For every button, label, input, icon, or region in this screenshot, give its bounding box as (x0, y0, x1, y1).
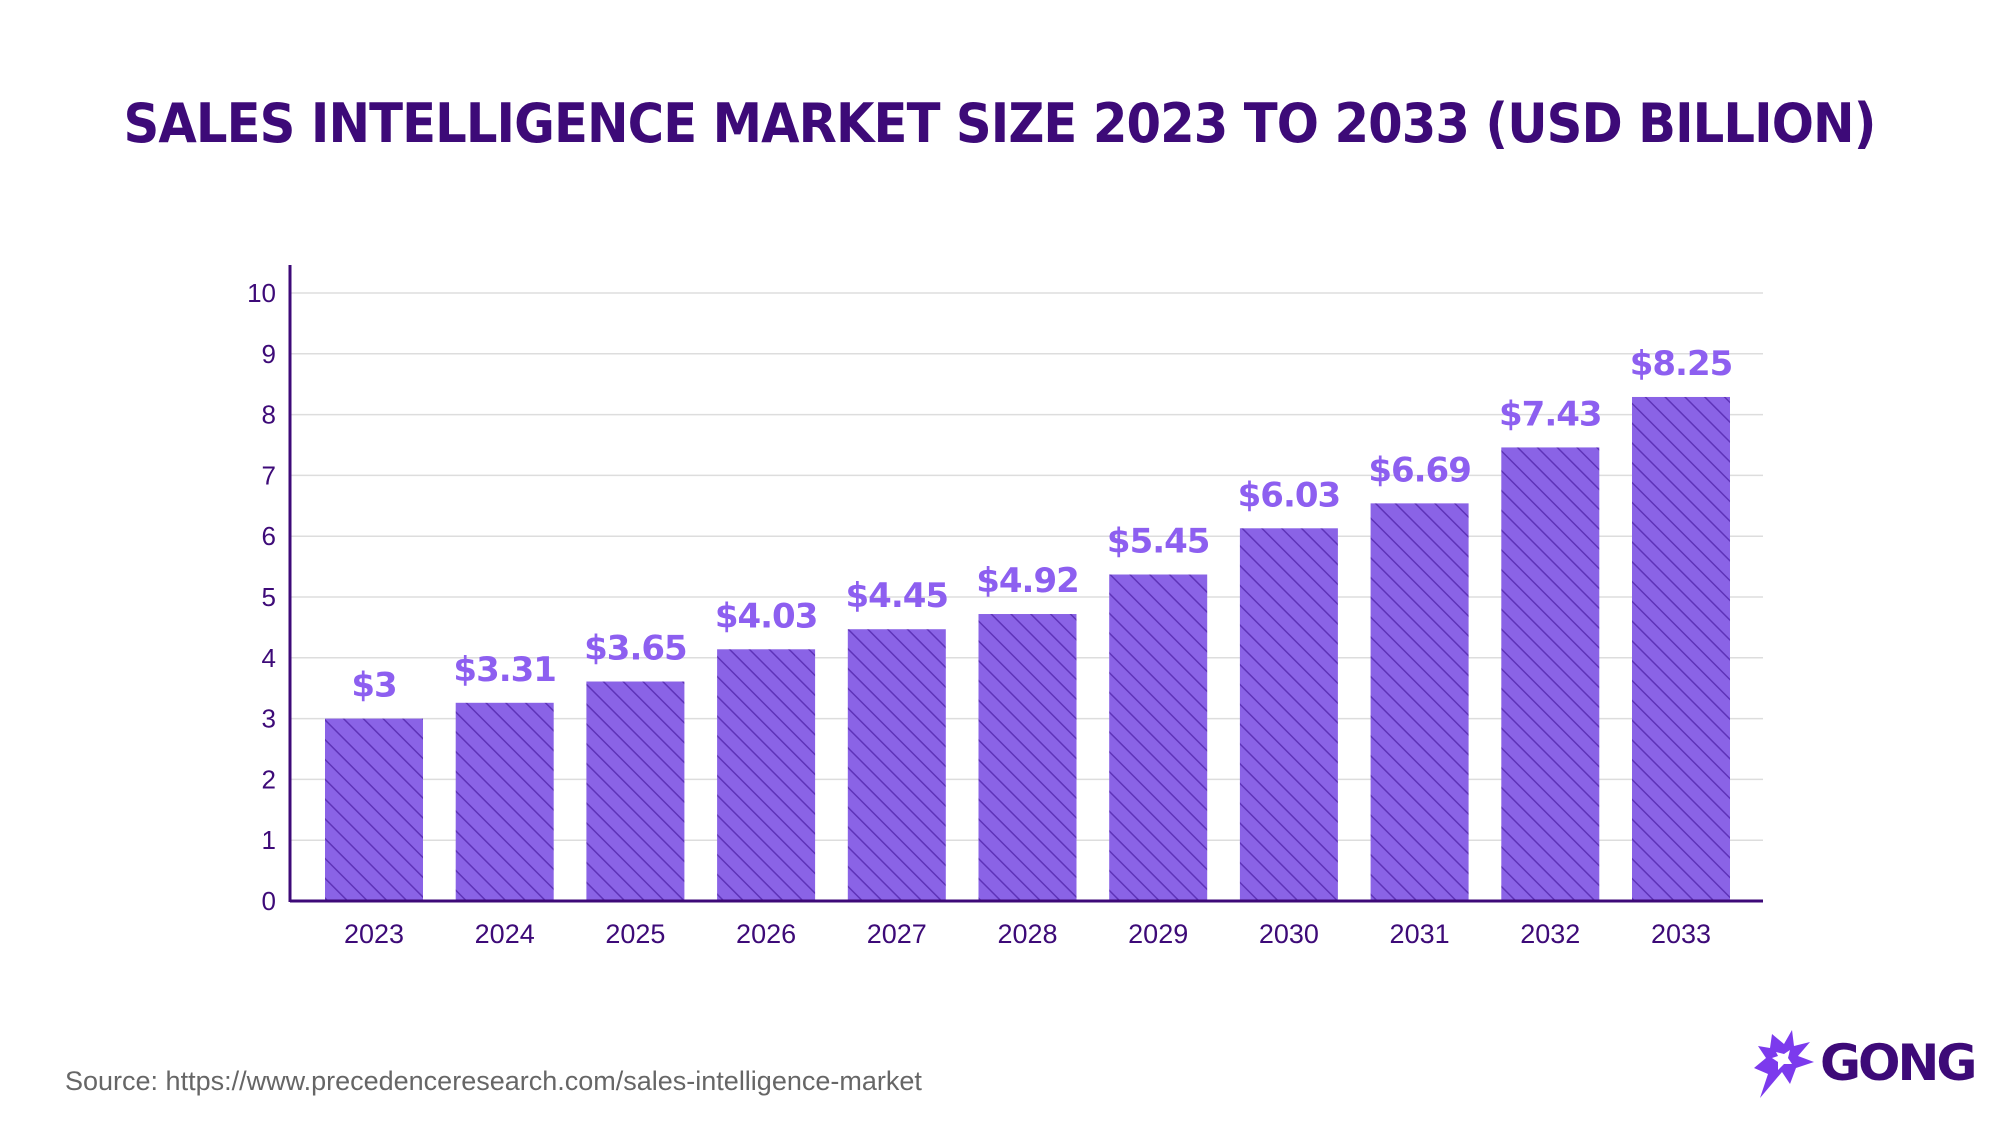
x-tick-label: 2030 (1259, 919, 1319, 949)
y-tick-label: 0 (262, 886, 276, 916)
bar (455, 702, 554, 901)
y-tick-label: 8 (262, 400, 276, 430)
source-text: Source: https://www.precedenceresearch.c… (65, 1066, 922, 1096)
bar (978, 614, 1077, 901)
data-label: $4.03 (715, 596, 818, 636)
y-tick-label: 9 (262, 339, 276, 369)
bar (586, 681, 685, 901)
y-tick-label: 3 (262, 704, 276, 734)
x-tick-label: 2024 (475, 919, 535, 949)
bar (847, 629, 946, 901)
y-tick-label: 2 (262, 764, 276, 794)
y-tick-label: 7 (262, 460, 276, 490)
data-label: $8.25 (1630, 344, 1733, 384)
x-tick-label: 2031 (1390, 919, 1450, 949)
x-tick-label: 2025 (605, 919, 665, 949)
data-label: $3.65 (584, 629, 687, 669)
bar (1501, 447, 1600, 901)
bar (717, 649, 816, 901)
x-tick-label: 2023 (344, 919, 404, 949)
data-label: $6.69 (1368, 450, 1471, 490)
x-tick-label: 2029 (1128, 919, 1188, 949)
y-tick-label: 1 (262, 825, 276, 855)
chart-title: SALES INTELLIGENCE MARKET SIZE 2023 TO 2… (123, 92, 1877, 155)
data-label: $3 (351, 666, 396, 706)
bars: $3 $3.31 $3.65 $4.03 $4.45 $4.92 $5.45 $6.03 $6.… (325, 344, 1733, 901)
bar (1239, 528, 1338, 901)
x-tick-label: 2033 (1651, 919, 1711, 949)
x-tick-label: 2026 (736, 919, 796, 949)
bar (1370, 503, 1469, 901)
bar (1109, 574, 1208, 901)
gong-logo: GONG (1752, 1028, 1977, 1100)
data-label: $7.43 (1499, 394, 1602, 434)
bar (1632, 396, 1730, 901)
y-tick-label: 4 (262, 643, 276, 673)
data-label: $4.92 (976, 561, 1079, 601)
y-tick-label: 10 (247, 278, 276, 308)
data-label: $6.03 (1238, 475, 1341, 515)
x-tick-label: 2028 (997, 919, 1057, 949)
data-label: $5.45 (1107, 522, 1210, 562)
axes: 0 1 2 3 4 5 6 7 8 9 10 2023 2024 2025 2026 2027 2028 2029… (247, 265, 1763, 949)
y-tick-label: 6 (262, 521, 276, 551)
bar (325, 718, 423, 901)
starburst-icon (1754, 1030, 1814, 1098)
y-tick-label: 5 (262, 582, 276, 612)
data-label: $4.45 (846, 576, 949, 616)
x-tick-label: 2032 (1520, 919, 1580, 949)
data-label: $3.31 (453, 650, 556, 690)
logo-text: GONG (1820, 1034, 1977, 1092)
x-tick-label: 2027 (867, 919, 927, 949)
